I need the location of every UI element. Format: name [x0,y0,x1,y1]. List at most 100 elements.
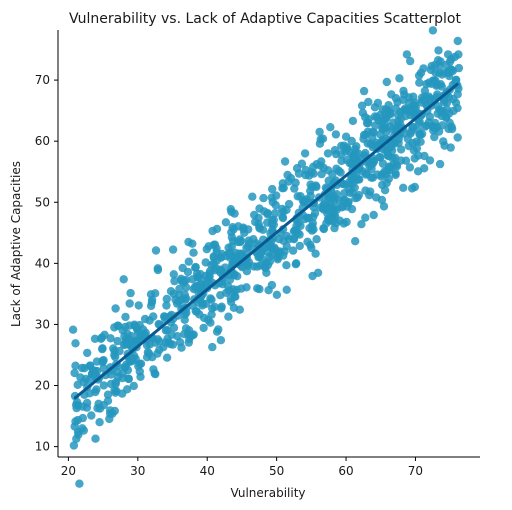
scatter-point [140,314,150,324]
scatter-point [428,26,438,35]
scatter-point [353,193,362,202]
scatter-point [330,223,339,233]
scatter-point [318,134,328,143]
scatter-point [279,251,288,260]
scatter-point [440,141,449,150]
scatter-point [316,161,325,170]
scatter-point [436,80,445,89]
scatter-point [387,90,396,99]
scatter-point [364,97,373,107]
scatter-point [430,124,440,133]
scatter-point [119,275,128,284]
scatter-point [121,312,130,322]
y-tick-label: 50 [35,195,50,209]
scatter-point [265,252,274,262]
scatter-point [130,320,139,329]
scatter-point [191,306,200,316]
scatter-point [449,106,458,116]
scatter-point [255,223,264,232]
scatter-point [189,248,198,257]
scatter-point [371,121,380,130]
scatter-point [186,331,195,341]
scatter-point [87,411,96,420]
scatter-point [255,204,264,213]
scatter-point [404,105,414,115]
x-axis-label: Vulnerability [230,486,305,500]
x-tick-label: 60 [338,464,353,478]
scatter-point [230,209,239,218]
scatter-point [286,174,296,183]
scatter-point [447,124,457,134]
scatter-point [124,374,133,383]
scatter-point [106,379,116,389]
scatter-point [217,302,226,311]
scatter-point [212,224,222,234]
scatter-point [422,121,431,130]
scatter-point [141,328,150,337]
x-tick-label: 70 [408,464,423,478]
scatter-point [339,219,348,228]
scatter-point [396,145,406,154]
scatter-point [361,186,370,195]
scatter-point [202,245,211,254]
scatter-point [431,68,440,77]
scatter-point [326,123,335,132]
scatter-point [379,202,389,211]
scatter-point [394,116,403,126]
scatter-point [250,210,259,220]
scatter-point [361,213,370,222]
scatter-point [167,330,176,339]
scatter-point [323,149,333,158]
scatter-point [199,313,209,323]
scatter-point [184,257,193,266]
scatter-point [168,245,178,254]
scatter-point [68,325,78,334]
scatter-point [259,193,268,203]
scatter-point [103,390,113,399]
scatter-point [442,113,451,123]
scatter-point [99,400,109,410]
scatter-point [415,78,424,87]
scatter-point [271,208,280,218]
scatter-point [372,193,381,202]
scatter-point [399,183,408,192]
scatter-point [271,200,280,210]
scatter-point [407,184,417,193]
scatter-point [223,282,233,291]
scatter-point [294,218,303,228]
scatter-point [86,361,95,370]
scatter-point [414,119,424,128]
scatter-point [303,237,312,246]
scatter-point [308,271,317,281]
scatter-point [182,275,191,285]
scatter-point [384,107,394,116]
scatter-point [331,149,341,159]
scatter-point [369,157,379,166]
scatter-point [248,192,257,201]
scatter-point [331,130,341,139]
scatter-point [416,68,426,78]
scatter-point [83,348,92,358]
scatter-point [244,225,253,234]
scatter-point [78,402,87,411]
scatter-point [204,277,213,287]
scatter-point [169,323,179,332]
scatter-point [295,241,304,251]
scatter-point [166,287,176,296]
scatter-point [178,263,187,273]
scatter-point [453,36,462,46]
scatter-point [162,294,171,304]
scatter-point [233,237,242,247]
scatter-point [230,255,239,264]
y-axis-label: Lack of Adaptive Capacities [9,161,23,327]
scatter-point [96,334,106,343]
scatter-point [352,142,361,151]
scatter-point [442,105,452,114]
scatter-point [70,368,79,378]
scatter-point [174,297,183,306]
scatter-point [279,236,288,245]
scatter-point [151,246,161,255]
scatter-point [99,364,108,373]
scatter-point [402,50,412,59]
